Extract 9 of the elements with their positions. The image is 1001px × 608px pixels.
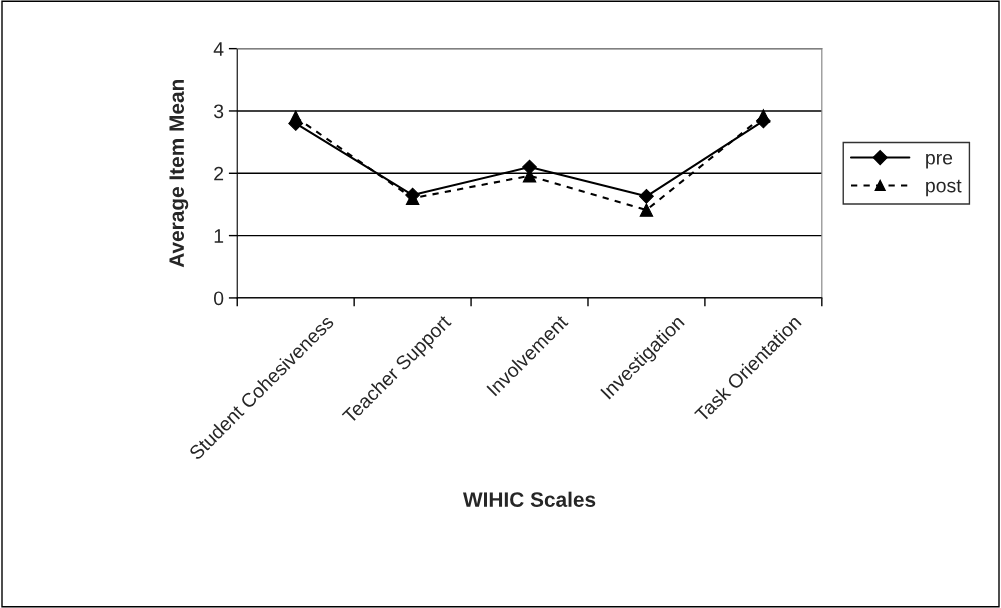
legend-label: post [926, 179, 962, 197]
x-axis-title: WIHIC Scales [462, 491, 596, 507]
y-axis-title: Average Item Mean [169, 80, 189, 268]
y-tick-label: 1 [214, 229, 224, 243]
legend-label: pre [926, 153, 953, 169]
y-tick-label: 3 [213, 104, 224, 119]
y-tick-label: 0 [213, 291, 224, 306]
y-tick-label: 2 [214, 166, 224, 181]
y-tick-label: 4 [213, 42, 224, 56]
